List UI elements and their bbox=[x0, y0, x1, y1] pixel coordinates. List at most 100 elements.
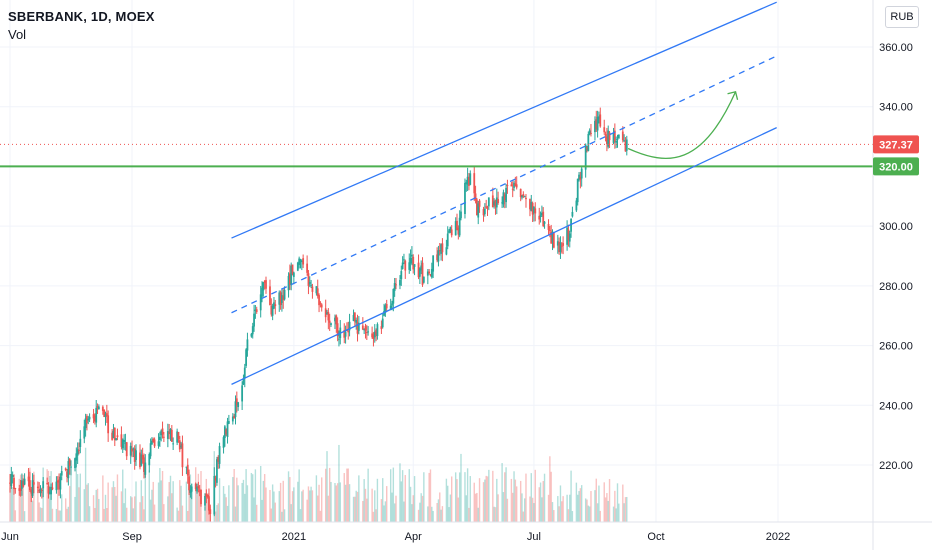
volume-bar bbox=[529, 496, 531, 522]
candle-body bbox=[254, 309, 257, 311]
candle-body bbox=[476, 199, 478, 216]
volume-bar bbox=[218, 478, 221, 522]
candle-body bbox=[170, 429, 173, 442]
candle-body bbox=[595, 119, 598, 130]
candle-body bbox=[186, 464, 189, 476]
volume-bar bbox=[456, 479, 458, 522]
volume-bar bbox=[252, 474, 254, 522]
volume-bar bbox=[579, 488, 582, 522]
candle-body bbox=[326, 312, 328, 315]
candle-body bbox=[426, 271, 429, 276]
candle-body bbox=[47, 485, 50, 494]
volume-bar bbox=[233, 469, 235, 522]
candle-body bbox=[613, 130, 616, 142]
volume-bar bbox=[505, 467, 507, 522]
volume-bar bbox=[484, 479, 486, 522]
volume-bar bbox=[13, 494, 15, 522]
candle-body bbox=[506, 185, 509, 187]
volume-bar bbox=[363, 479, 365, 522]
candle-body bbox=[485, 206, 488, 208]
candle-body bbox=[542, 211, 545, 227]
volume-bar bbox=[161, 470, 164, 522]
volume-bar bbox=[11, 487, 14, 522]
volume-bar bbox=[216, 505, 218, 522]
candle-body bbox=[235, 398, 238, 406]
candle-body bbox=[55, 481, 58, 491]
volume-bar bbox=[542, 481, 544, 522]
volume-bar bbox=[250, 472, 253, 522]
candle-body bbox=[617, 134, 620, 139]
volume-bar bbox=[567, 509, 570, 522]
candle-body bbox=[70, 466, 72, 468]
candle-body bbox=[269, 286, 271, 306]
candle-body bbox=[84, 418, 87, 429]
volume-bar bbox=[445, 478, 448, 522]
candle-body bbox=[584, 144, 587, 170]
volume-bar bbox=[83, 489, 85, 522]
currency-selector[interactable]: RUB bbox=[885, 6, 919, 28]
candle-body bbox=[76, 449, 79, 456]
volume-bar bbox=[157, 482, 160, 522]
candle-body bbox=[380, 326, 383, 330]
candle-body bbox=[64, 468, 67, 470]
volume-bar bbox=[338, 444, 340, 522]
volume-bar bbox=[392, 467, 395, 522]
candle-body bbox=[363, 329, 366, 331]
volume-bar bbox=[525, 473, 527, 522]
volume-bar bbox=[274, 502, 276, 522]
candle-body bbox=[491, 195, 494, 208]
candle-body bbox=[335, 315, 338, 325]
volume-bar bbox=[380, 499, 383, 522]
candle-body bbox=[385, 303, 388, 309]
candle-body bbox=[468, 177, 470, 186]
candle-body bbox=[502, 192, 505, 205]
candle-body bbox=[261, 287, 263, 297]
candle-body bbox=[375, 330, 377, 336]
volume-bar bbox=[599, 510, 601, 522]
volume-bar bbox=[242, 479, 245, 522]
candle-body bbox=[495, 197, 498, 208]
candle-body bbox=[31, 480, 34, 496]
volume-bar bbox=[94, 507, 96, 522]
volume-bar bbox=[488, 469, 490, 522]
candle-body bbox=[32, 482, 35, 485]
volume-bar bbox=[27, 469, 30, 522]
volume-bar bbox=[616, 483, 619, 522]
volume-bar bbox=[584, 498, 587, 522]
candle-body bbox=[336, 323, 339, 337]
candle-body bbox=[307, 273, 310, 286]
volume-bar bbox=[262, 480, 265, 522]
volume-bar bbox=[245, 469, 247, 522]
volume-bar bbox=[132, 508, 135, 522]
candle-body bbox=[501, 202, 504, 204]
volume-bar bbox=[606, 493, 608, 522]
volume-bar bbox=[431, 506, 433, 522]
volume-bar bbox=[437, 499, 440, 522]
volume-bar bbox=[96, 488, 99, 522]
volume-bar bbox=[222, 486, 225, 522]
candle-body bbox=[180, 445, 183, 448]
volume-bar bbox=[237, 485, 239, 522]
candle-body bbox=[590, 132, 592, 134]
candle-body bbox=[255, 309, 258, 312]
candle-body bbox=[401, 262, 404, 269]
volume-bar bbox=[152, 481, 154, 522]
volume-bar bbox=[317, 495, 319, 522]
candle-body bbox=[115, 438, 118, 440]
candle-body bbox=[40, 489, 43, 491]
volume-bar bbox=[432, 510, 434, 522]
candle-body bbox=[381, 318, 384, 328]
candle-body bbox=[302, 258, 305, 265]
candle-body bbox=[153, 439, 156, 447]
candle-body bbox=[237, 402, 240, 408]
candle-body bbox=[56, 480, 59, 483]
volume-bar bbox=[291, 491, 294, 522]
candle-body bbox=[13, 477, 15, 490]
volume-bar bbox=[315, 475, 318, 522]
candle-body bbox=[510, 184, 513, 187]
candle-body bbox=[547, 224, 550, 230]
candle-body bbox=[320, 304, 323, 308]
candle-body bbox=[409, 257, 412, 264]
candle-body bbox=[568, 233, 571, 242]
